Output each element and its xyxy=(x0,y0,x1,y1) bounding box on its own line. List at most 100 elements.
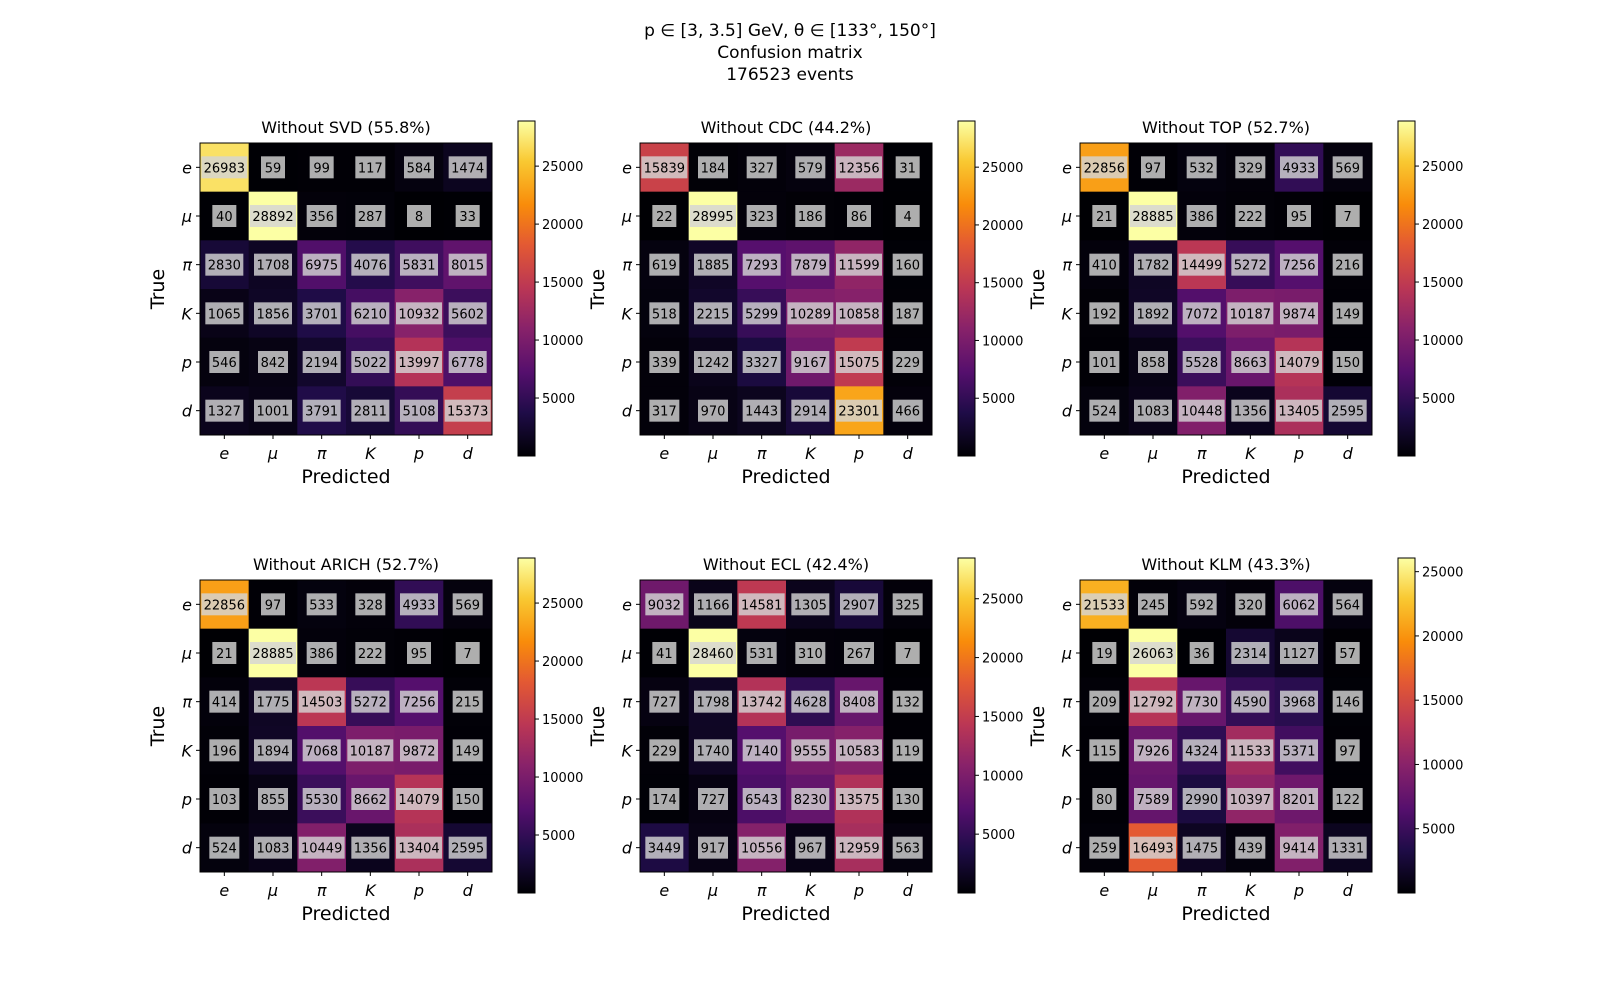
x-axis-label: Predicted xyxy=(1181,903,1270,925)
cell-value-label: 229 xyxy=(895,356,920,371)
y-tick-label: μ xyxy=(621,207,632,226)
cell-value-label: 327 xyxy=(749,161,774,176)
x-tick-label: μ xyxy=(1147,881,1158,900)
cell-value-label: 21 xyxy=(1096,210,1113,225)
cell-label-box xyxy=(452,739,483,762)
cell-value-label: 4933 xyxy=(402,598,435,613)
cell-label-box xyxy=(1182,788,1221,810)
cell-value-label: 5299 xyxy=(745,307,778,322)
figure-suptitle-line2: Confusion matrix xyxy=(717,43,862,63)
cell-label-box xyxy=(1134,399,1172,422)
cell-label-box xyxy=(209,739,240,762)
cell-value-label: 9874 xyxy=(1282,307,1315,322)
cell-label-box xyxy=(892,690,923,713)
colorbar-tick-label: 20000 xyxy=(1422,630,1463,645)
cell-label-box xyxy=(742,739,781,762)
cell-label-box xyxy=(840,593,878,616)
cell-label-box xyxy=(742,253,781,276)
cell-value-label: 727 xyxy=(701,793,726,808)
colorbar-tick-label: 20000 xyxy=(1422,218,1463,233)
cell-value-label: 13575 xyxy=(838,793,879,808)
cell-label-box xyxy=(892,739,923,762)
cell-label-box xyxy=(1332,156,1363,179)
cell-label-box xyxy=(641,156,688,179)
cell-value-label: 31 xyxy=(899,161,916,176)
cell-label-box xyxy=(1089,351,1120,373)
x-tick-label: π xyxy=(1197,881,1207,900)
cell-label-box xyxy=(892,351,923,373)
cell-label-box xyxy=(205,253,244,276)
x-tick-label: π xyxy=(757,444,767,463)
cell-label-box xyxy=(400,739,438,762)
x-tick-label: p xyxy=(1293,881,1304,900)
cell-label-box xyxy=(444,399,491,422)
colorbar-tick-label: 5000 xyxy=(1422,823,1455,838)
colorbar-tick-label: 15000 xyxy=(542,713,583,728)
cell-label-box xyxy=(448,302,487,325)
cell-value-label: 546 xyxy=(212,356,237,371)
y-tick-label: d xyxy=(182,839,193,858)
cell-value-label: 7730 xyxy=(1185,696,1218,711)
cell-label-box xyxy=(407,205,431,227)
cell-value-label: 8663 xyxy=(1234,356,1267,371)
y-tick-label: μ xyxy=(181,644,192,663)
cell-label-box xyxy=(1276,351,1322,373)
cell-value-label: 1305 xyxy=(794,598,827,613)
cell-label-box xyxy=(452,690,483,713)
cell-value-label: 186 xyxy=(798,210,823,225)
cell-value-label: 12792 xyxy=(1132,696,1173,711)
cell-value-label: 7926 xyxy=(1136,744,1169,759)
y-tick-label: p xyxy=(181,353,192,372)
cell-label-box xyxy=(1227,302,1274,325)
cell-label-box xyxy=(351,302,390,325)
cell-label-box xyxy=(791,788,830,810)
cell-label-box xyxy=(1335,205,1360,227)
cell-label-box xyxy=(795,836,826,859)
x-tick-label: e xyxy=(219,444,229,463)
cell-value-label: 533 xyxy=(309,598,334,613)
cell-value-label: 584 xyxy=(407,161,432,176)
cell-value-label: 11599 xyxy=(838,259,879,274)
cell-label-box xyxy=(1089,690,1120,713)
cell-value-label: 13997 xyxy=(398,356,439,371)
cell-value-label: 222 xyxy=(358,647,383,662)
cell-value-label: 1708 xyxy=(256,259,289,274)
y-tick-label: μ xyxy=(1061,644,1072,663)
cell-label-box xyxy=(649,690,680,713)
cell-value-label: 10448 xyxy=(1181,405,1222,420)
cell-value-label: 10932 xyxy=(398,307,439,322)
cell-label-box xyxy=(209,351,240,373)
cell-label-box xyxy=(791,399,830,422)
cell-value-label: 13742 xyxy=(741,696,782,711)
cell-label-box xyxy=(351,690,390,713)
cell-value-label: 329 xyxy=(1238,161,1263,176)
cell-value-label: 563 xyxy=(895,842,920,857)
cell-value-label: 518 xyxy=(652,307,677,322)
cell-label-box xyxy=(1231,253,1270,276)
y-tick-label: d xyxy=(1062,839,1073,858)
cell-label-box xyxy=(355,205,386,227)
cell-value-label: 13405 xyxy=(1278,405,1319,420)
colorbar-tick-label: 25000 xyxy=(982,161,1023,176)
cell-label-box xyxy=(694,302,732,325)
cell-value-label: 5272 xyxy=(354,696,387,711)
colorbar-tick-label: 5000 xyxy=(1422,392,1455,407)
cell-label-box xyxy=(254,836,292,859)
cell-label-box xyxy=(250,205,296,227)
x-tick-label: d xyxy=(463,881,474,900)
cell-label-box xyxy=(892,399,923,422)
panel-title: Without SVD (55.8%) xyxy=(261,118,430,137)
cell-label-box xyxy=(1235,156,1266,179)
x-tick-label: e xyxy=(659,881,669,900)
cell-value-label: 1356 xyxy=(1234,405,1267,420)
cell-label-box xyxy=(1182,302,1221,325)
colorbar-tick-label: 10000 xyxy=(542,334,583,349)
cell-label-box xyxy=(795,642,826,664)
cell-value-label: 22856 xyxy=(1084,161,1125,176)
cell-label-box xyxy=(351,788,390,810)
x-tick-label: μ xyxy=(267,881,278,900)
cell-value-label: 3791 xyxy=(305,405,338,420)
cell-label-box xyxy=(212,642,237,664)
cell-value-label: 117 xyxy=(358,161,383,176)
